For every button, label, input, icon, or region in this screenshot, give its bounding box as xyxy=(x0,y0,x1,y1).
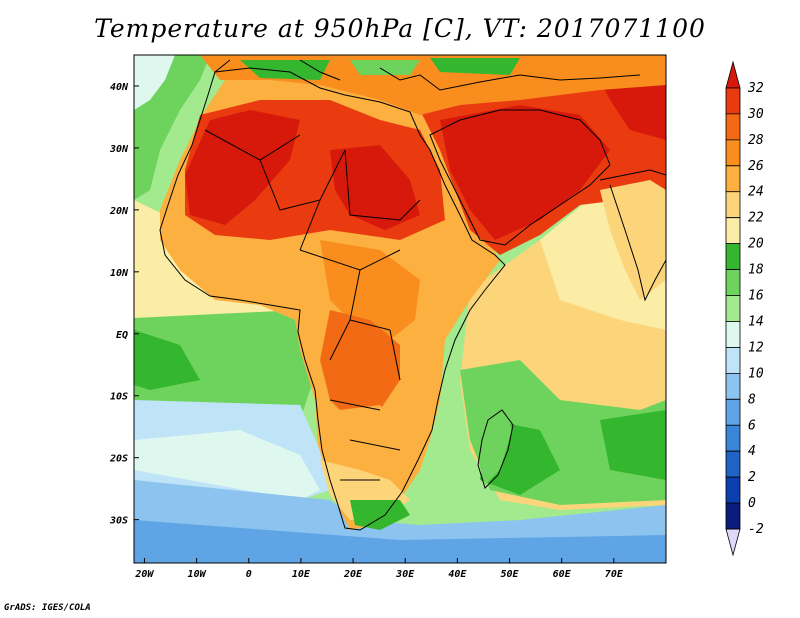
colorbar-swatch xyxy=(725,321,741,348)
axis-tick-labels: 20W 10W 0 10E 20E 30E 40E 50E 60E 70E 40N 30N 20N 10N… xyxy=(109,82,624,580)
chart-title: Temperature at 950hPa [C], VT: 201707110… xyxy=(94,14,706,43)
arabia-outline xyxy=(429,109,611,246)
colorbar-label: 22 xyxy=(748,211,764,226)
lat-tick-label: 20N xyxy=(109,206,129,217)
country-borders xyxy=(204,129,421,481)
field-madagascar xyxy=(478,410,512,485)
lon-tick-label: 10E xyxy=(292,569,311,580)
colorbar-label: 0 xyxy=(748,496,756,511)
colorbar-swatch xyxy=(725,528,741,557)
lat-tick-label: 40N xyxy=(110,82,129,93)
europe-outline xyxy=(214,59,641,91)
lat-tick-label: EQ xyxy=(116,330,128,341)
axis-ticks xyxy=(134,85,615,563)
credit-text: GrADS: IGES/COLA xyxy=(4,603,91,613)
colorbar-swatch xyxy=(725,191,741,219)
colorbar-label: 20 xyxy=(748,237,764,252)
colorbar-label: 26 xyxy=(748,159,764,174)
colorbar-label: 30 xyxy=(747,107,764,122)
lat-tick-label: 30S xyxy=(109,516,128,527)
lon-tick-label: 10W xyxy=(188,569,207,580)
lat-tick-label: 30N xyxy=(109,144,129,155)
field-india xyxy=(600,180,666,300)
colorbar-label: 10 xyxy=(748,366,764,381)
lon-tick-label: 70E xyxy=(605,569,624,580)
colorbar-label: 4 xyxy=(748,444,756,459)
colorbar-swatch xyxy=(725,217,741,245)
colorbar-label: 16 xyxy=(748,289,764,304)
plot-frame xyxy=(133,54,667,564)
colorbar-swatch xyxy=(725,60,741,89)
colorbar-label: -2 xyxy=(748,522,764,537)
colorbar-swatch xyxy=(725,476,741,504)
lat-tick-label: 10N xyxy=(110,268,129,279)
colorbar-swatch xyxy=(725,139,741,167)
colorbar-swatch xyxy=(725,424,741,452)
colorbar-swatch xyxy=(725,295,741,322)
lon-tick-label: 20W xyxy=(134,569,154,580)
colorbar-label: 8 xyxy=(748,392,756,407)
colorbar-label: 18 xyxy=(748,263,764,278)
colorbar-label: 32 xyxy=(747,81,764,96)
colorbar-label: 14 xyxy=(748,314,764,329)
lon-tick-label: 0 xyxy=(246,569,252,580)
colorbar-swatch xyxy=(725,450,741,478)
colorbar-label: 2 xyxy=(748,470,756,485)
colorbar-swatch xyxy=(725,165,741,193)
colorbar-label: 6 xyxy=(748,418,756,433)
colorbar-swatch xyxy=(725,269,741,296)
colorbar-swatch xyxy=(725,398,741,426)
madagascar-outline xyxy=(477,409,514,489)
lon-tick-label: 40E xyxy=(448,569,467,580)
colorbar-swatch xyxy=(725,243,741,270)
lon-tick-label: 60E xyxy=(553,569,572,580)
colorbar-swatch xyxy=(725,502,741,530)
colorbar-swatch xyxy=(725,87,741,115)
temperature-field xyxy=(134,55,666,563)
lon-tick-label: 50E xyxy=(500,569,519,580)
lat-tick-label: 20S xyxy=(109,454,128,465)
colorbar-swatch xyxy=(725,372,741,400)
lon-tick-label: 30E xyxy=(395,569,415,580)
lon-tick-label: 20E xyxy=(343,569,363,580)
africa-outline xyxy=(159,67,506,531)
colorbar-label: 12 xyxy=(748,340,764,355)
colorbar-label: 24 xyxy=(748,185,764,200)
colorbar-swatch xyxy=(725,113,741,141)
colorbar-label: 28 xyxy=(748,133,764,148)
colorbar-swatch xyxy=(725,347,741,374)
india-outline xyxy=(599,169,666,302)
lat-tick-label: 10S xyxy=(110,392,128,403)
coastlines xyxy=(159,59,666,531)
